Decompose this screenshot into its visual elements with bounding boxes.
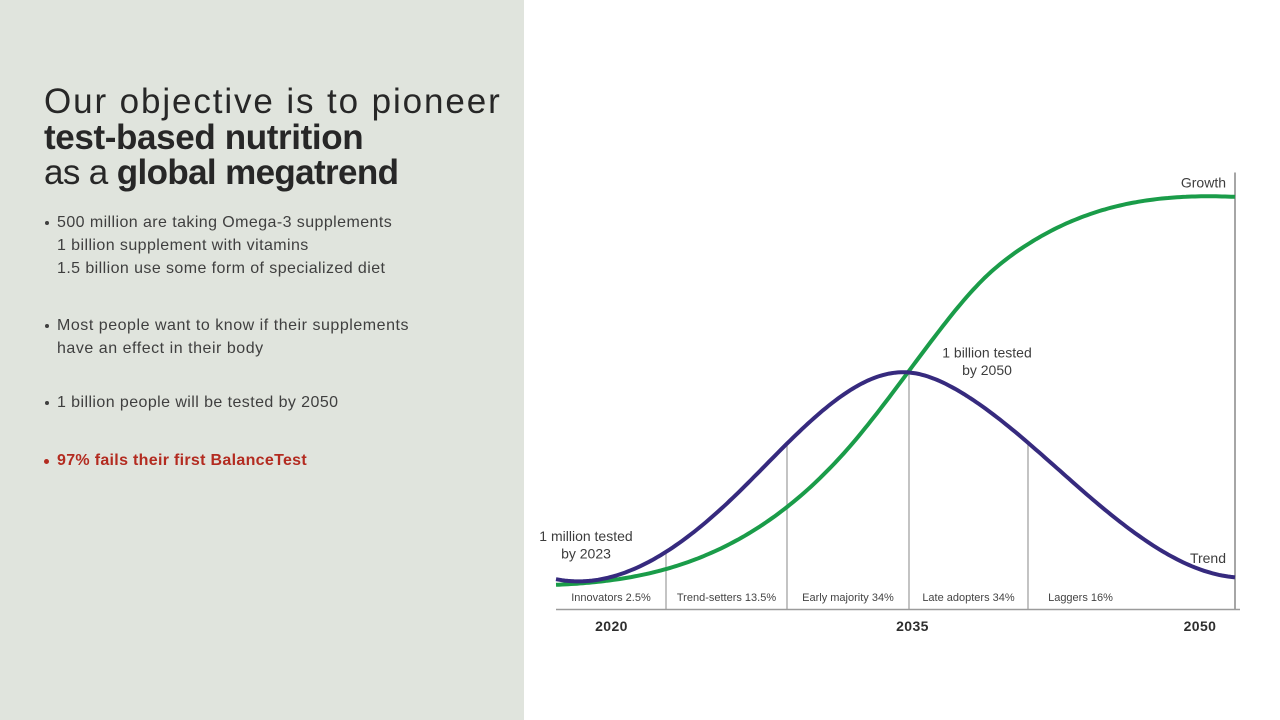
svg-text:Early majority 34%: Early majority 34% <box>802 592 894 604</box>
svg-text:2020: 2020 <box>595 618 628 634</box>
svg-text:Trend-setters 13.5%: Trend-setters 13.5% <box>677 592 776 604</box>
svg-text:Trend: Trend <box>1190 550 1226 566</box>
svg-text:2050: 2050 <box>1184 618 1217 634</box>
svg-text:Laggers 16%: Laggers 16% <box>1048 592 1113 604</box>
svg-text:1 billion tested: 1 billion tested <box>942 345 1032 361</box>
svg-text:by 2050: by 2050 <box>962 362 1012 378</box>
svg-text:Innovators 2.5%: Innovators 2.5% <box>571 592 651 604</box>
svg-text:2035: 2035 <box>896 618 929 634</box>
svg-text:Late adopters 34%: Late adopters 34% <box>922 592 1015 604</box>
svg-text:Growth: Growth <box>1181 175 1226 191</box>
svg-text:by 2023: by 2023 <box>561 546 611 562</box>
svg-text:1 million tested: 1 million tested <box>539 528 632 544</box>
